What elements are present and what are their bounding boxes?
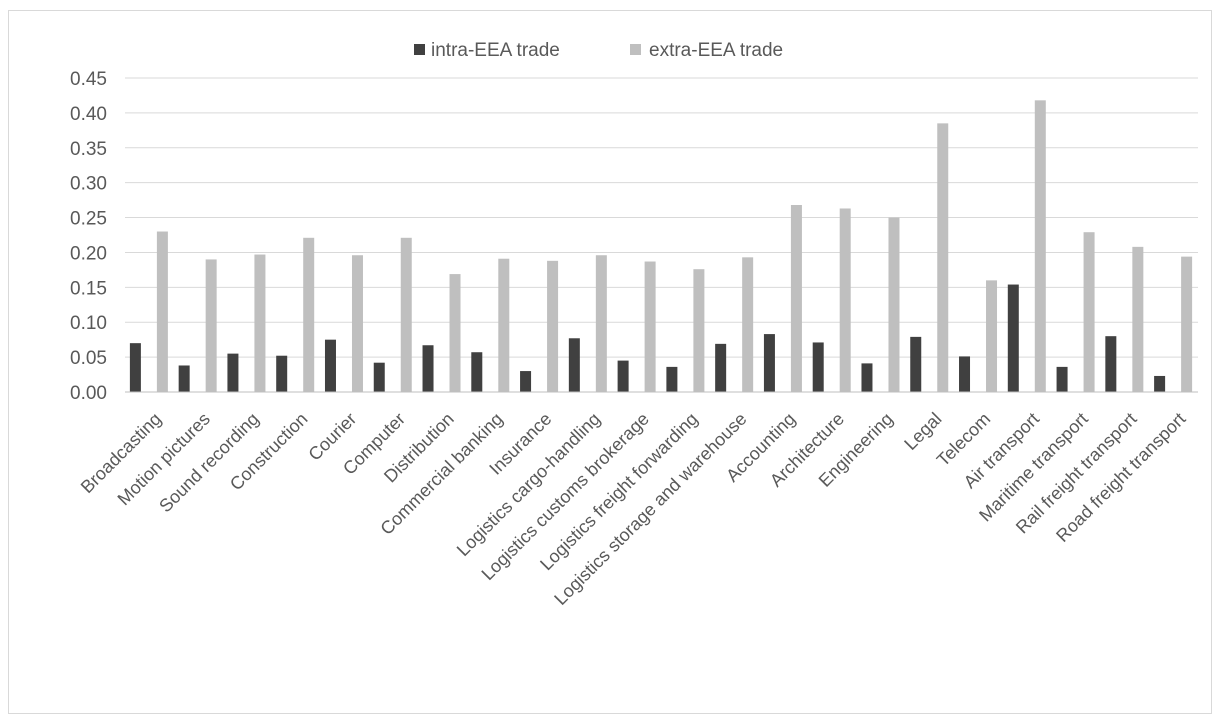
bar-extra-eea	[693, 269, 705, 392]
bar-intra-eea	[373, 362, 385, 392]
y-tick-label: 0.15	[70, 278, 107, 299]
bar-extra-eea	[1181, 256, 1193, 392]
bar-extra-eea	[937, 123, 949, 392]
bar-extra-eea	[644, 261, 656, 392]
legend-swatch	[414, 44, 425, 55]
bar-intra-eea	[959, 356, 971, 392]
bar-intra-eea	[520, 371, 532, 392]
bar-extra-eea	[839, 208, 851, 392]
bar-extra-eea	[742, 257, 754, 392]
y-tick-label: 0.20	[70, 243, 107, 264]
legend-label: intra-EEA trade	[431, 40, 560, 61]
bars	[129, 100, 1193, 392]
bar-intra-eea	[666, 366, 678, 392]
bar-extra-eea	[351, 255, 363, 392]
legend: intra-EEA trade extra-EEA trade	[414, 40, 783, 61]
bar-extra-eea	[986, 280, 998, 392]
y-tick-label: 0.00	[70, 383, 107, 404]
bar-extra-eea	[790, 204, 802, 392]
bar-intra-eea	[910, 336, 922, 392]
bar-intra-eea	[422, 345, 434, 392]
y-tick-label: 0.10	[70, 313, 107, 334]
bar-intra-eea	[568, 338, 580, 392]
bar-intra-eea	[617, 360, 629, 392]
legend-swatch	[630, 44, 641, 55]
bar-extra-eea	[156, 231, 168, 392]
bar-intra-eea	[471, 352, 483, 392]
y-axis: 0.00 0.05 0.10 0.15 0.20 0.25 0.30 0.35 0.40 0.45	[70, 69, 107, 404]
bar-extra-eea	[205, 259, 217, 392]
y-tick-label: 0.35	[70, 139, 107, 160]
bar-extra-eea	[595, 255, 607, 392]
bar-intra-eea	[715, 343, 727, 392]
x-category-label: Legal	[900, 409, 945, 454]
bar-extra-eea	[547, 260, 559, 392]
y-tick-label: 0.30	[70, 174, 107, 195]
bar-extra-eea	[888, 217, 900, 392]
bar-intra-eea	[324, 339, 336, 392]
bar-intra-eea	[129, 343, 141, 392]
y-tick-label: 0.40	[70, 104, 107, 125]
bar-extra-eea	[1034, 100, 1046, 392]
bar-intra-eea	[1056, 366, 1068, 392]
bar-intra-eea	[1105, 336, 1117, 392]
bar-intra-eea	[861, 363, 873, 392]
bar-intra-eea	[812, 342, 824, 392]
bar-extra-eea	[1083, 232, 1095, 392]
y-tick-label: 0.45	[70, 69, 107, 90]
bar-extra-eea	[254, 254, 266, 392]
y-tick-label: 0.05	[70, 348, 107, 369]
bar-intra-eea	[1007, 284, 1019, 392]
bar-extra-eea	[1132, 246, 1144, 392]
bar-intra-eea	[227, 353, 239, 392]
bar-extra-eea	[449, 274, 461, 392]
bar-extra-eea	[303, 237, 315, 392]
bar-extra-eea	[498, 258, 510, 392]
bar-intra-eea	[1154, 375, 1166, 392]
bar-extra-eea	[400, 237, 412, 392]
legend-label: extra-EEA trade	[649, 40, 783, 61]
y-tick-label: 0.25	[70, 209, 107, 230]
bar-intra-eea	[763, 334, 775, 392]
bar-intra-eea	[276, 355, 288, 392]
bar-intra-eea	[178, 365, 190, 392]
